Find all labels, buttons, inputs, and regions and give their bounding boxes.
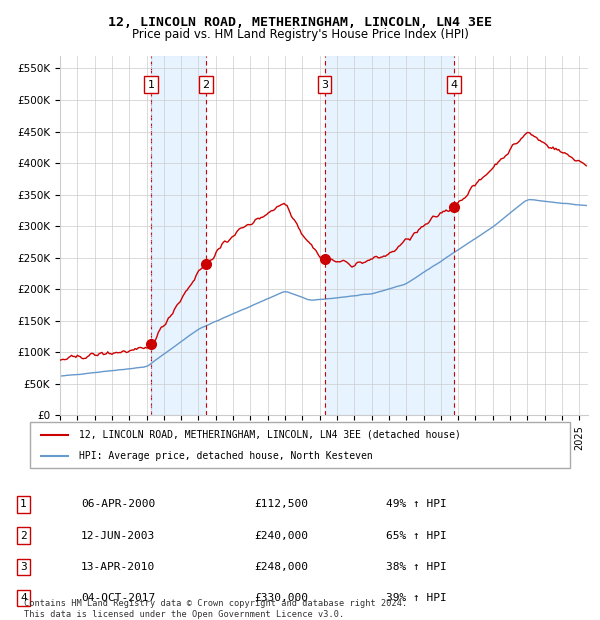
Text: 12-JUN-2003: 12-JUN-2003	[81, 531, 155, 541]
Text: 2: 2	[203, 79, 209, 89]
Text: 3: 3	[20, 562, 27, 572]
FancyBboxPatch shape	[30, 422, 570, 468]
Text: 06-APR-2000: 06-APR-2000	[81, 499, 155, 509]
Text: HPI: Average price, detached house, North Kesteven: HPI: Average price, detached house, Nort…	[79, 451, 373, 461]
Text: 38% ↑ HPI: 38% ↑ HPI	[386, 562, 447, 572]
Text: 4: 4	[450, 79, 457, 89]
Text: 1: 1	[148, 79, 155, 89]
Text: 39% ↑ HPI: 39% ↑ HPI	[386, 593, 447, 603]
Text: 13-APR-2010: 13-APR-2010	[81, 562, 155, 572]
Text: £112,500: £112,500	[254, 499, 308, 509]
Text: 12, LINCOLN ROAD, METHERINGHAM, LINCOLN, LN4 3EE (detached house): 12, LINCOLN ROAD, METHERINGHAM, LINCOLN,…	[79, 430, 460, 440]
Bar	[151, 56, 206, 415]
Text: 1: 1	[20, 499, 27, 509]
Text: 4: 4	[20, 593, 27, 603]
Text: 65% ↑ HPI: 65% ↑ HPI	[386, 531, 447, 541]
Text: £248,000: £248,000	[254, 562, 308, 572]
Text: 2: 2	[20, 531, 27, 541]
Text: 12, LINCOLN ROAD, METHERINGHAM, LINCOLN, LN4 3EE: 12, LINCOLN ROAD, METHERINGHAM, LINCOLN,…	[108, 16, 492, 29]
Text: Price paid vs. HM Land Registry's House Price Index (HPI): Price paid vs. HM Land Registry's House …	[131, 28, 469, 41]
Text: Contains HM Land Registry data © Crown copyright and database right 2024.
This d: Contains HM Land Registry data © Crown c…	[24, 600, 407, 619]
Text: £240,000: £240,000	[254, 531, 308, 541]
Bar	[325, 56, 454, 415]
Text: 3: 3	[321, 79, 328, 89]
Text: 04-OCT-2017: 04-OCT-2017	[81, 593, 155, 603]
Text: 49% ↑ HPI: 49% ↑ HPI	[386, 499, 447, 509]
Text: £330,000: £330,000	[254, 593, 308, 603]
